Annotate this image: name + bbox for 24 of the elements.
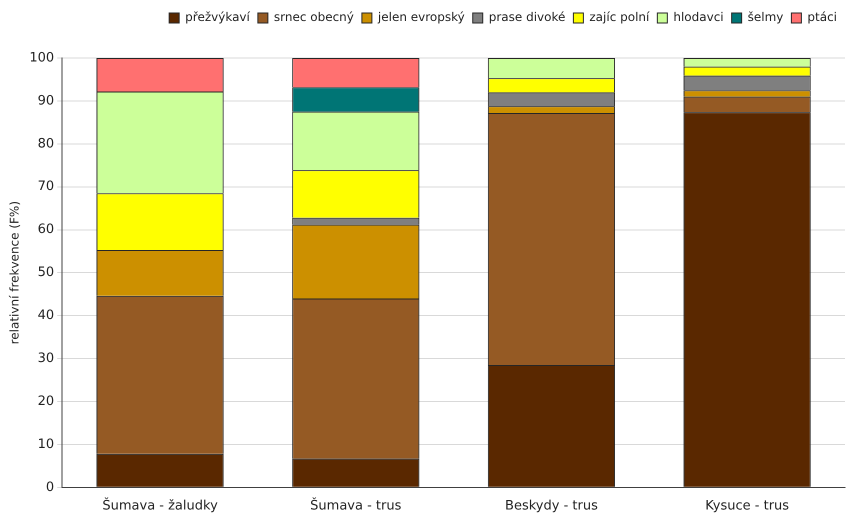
- y-tick-label: 30: [38, 350, 54, 366]
- x-tick-label: Šumava - žaludky: [102, 496, 218, 514]
- y-tick-label: 0: [46, 480, 54, 495]
- legend-label: srnec obecný: [274, 10, 354, 24]
- legend-label: jelen evropský: [376, 10, 465, 24]
- x-tick-label: Šumava - trus: [310, 496, 402, 514]
- y-tick-label: 90: [38, 93, 54, 108]
- y-tick-label: 60: [38, 222, 54, 238]
- x-tick-label: Beskydy - trus: [505, 498, 598, 514]
- y-tick-label: 20: [38, 394, 54, 409]
- legend-label: hlodavci: [673, 10, 724, 24]
- y-tick-label: 10: [38, 436, 54, 452]
- y-tick-label: 80: [38, 136, 54, 152]
- legend-label: přežvýkaví: [185, 10, 251, 24]
- y-tick-label: 40: [38, 308, 54, 324]
- y-tick-label: 70: [38, 179, 54, 194]
- legend-label: šelmy: [748, 10, 784, 24]
- x-tick-label: Kysuce - trus: [705, 498, 790, 514]
- legend-label: prase divoké: [488, 10, 566, 24]
- legend-label: ptáci: [807, 10, 837, 24]
- y-tick-label: 50: [38, 265, 54, 280]
- legend-label: zajíc polní: [589, 10, 650, 24]
- y-tick-label: 100: [29, 50, 54, 66]
- y-axis-title: relativní frekvence (F%): [7, 200, 22, 344]
